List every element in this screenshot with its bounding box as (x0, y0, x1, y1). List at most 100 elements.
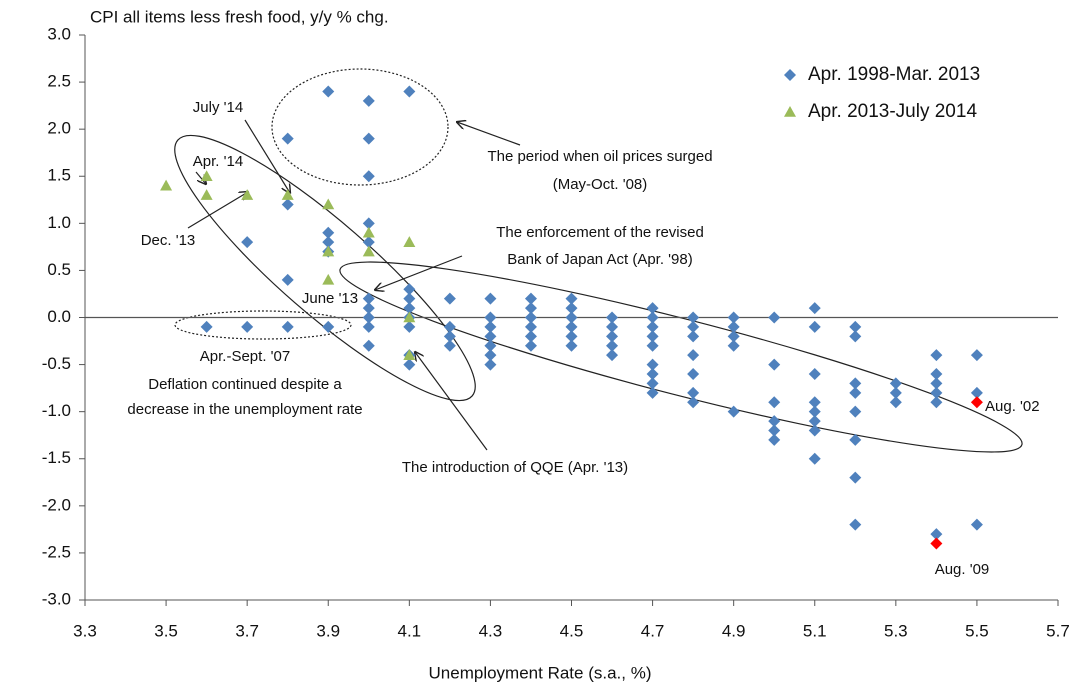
chart-title: CPI all items less fresh food, y/y % chg… (90, 7, 389, 26)
diamond-point (524, 311, 537, 324)
diamond-point (322, 320, 335, 333)
diamond-point (362, 320, 375, 333)
diamond-point (849, 320, 862, 333)
triangle-point (362, 245, 375, 257)
diamond-point (768, 311, 781, 324)
diamond-point (687, 386, 700, 399)
diamond-point (484, 311, 497, 324)
diamond-point (808, 396, 821, 409)
diamond-point (443, 339, 456, 352)
annotation: Aug. '09 (935, 561, 990, 578)
diamond-point (484, 292, 497, 305)
diamond-point (687, 311, 700, 324)
diamond-point (849, 405, 862, 418)
diamond-point (930, 349, 943, 362)
diamond-point (808, 452, 821, 465)
diamond-point (362, 170, 375, 183)
arrow (244, 119, 290, 193)
y-tick-label: 0.5 (47, 260, 71, 279)
legend-label: Apr. 2013-July 2014 (808, 101, 977, 122)
diamond-point (524, 339, 537, 352)
annotation: Deflation continued despite a (148, 376, 342, 393)
diamond-point (646, 311, 659, 324)
diamond-point (808, 424, 821, 437)
recent-ellipse (174, 134, 476, 402)
diamond-point (727, 311, 740, 324)
x-tick-label: 4.3 (479, 621, 503, 640)
diamond-point (930, 377, 943, 390)
diamond-point (727, 405, 740, 418)
arrow (187, 192, 248, 229)
triangle-point (322, 245, 335, 257)
diamond-point (565, 292, 578, 305)
diamond-point (565, 311, 578, 324)
x-tick-label: 4.5 (560, 621, 584, 640)
diamond-point (849, 377, 862, 390)
diamond-point (808, 368, 821, 380)
diamond-point (606, 339, 619, 352)
y-tick-label: -2.5 (42, 542, 71, 561)
annotation: The enforcement of the revised (496, 224, 704, 241)
diamond-point (606, 330, 619, 343)
diamond-point (646, 330, 659, 343)
diamond-point (889, 396, 902, 409)
diamond-point (484, 320, 497, 333)
y-tick-label: -2.0 (42, 495, 71, 514)
diamond-point (930, 368, 943, 380)
diamond-point (970, 349, 983, 362)
diamond-point (524, 292, 537, 305)
oil-ellipse (271, 68, 449, 186)
triangle-point (322, 273, 335, 285)
x-tick-label: 4.9 (722, 621, 746, 640)
diamond-point (403, 283, 416, 296)
diamond-point (849, 433, 862, 446)
diamond-point (849, 330, 862, 343)
x-tick-label: 3.3 (73, 621, 97, 640)
x-tick-label: 5.1 (803, 621, 827, 640)
diamond-point (687, 330, 700, 343)
diamond-point (784, 69, 796, 81)
diamond-point (646, 358, 659, 371)
diamond-point (524, 302, 537, 315)
diamond-point (930, 396, 943, 409)
diamond-point (565, 330, 578, 343)
triangle-point (403, 349, 416, 360)
arrow (415, 352, 488, 451)
y-tick-label: 0.0 (47, 307, 71, 326)
diamond-point (241, 236, 254, 249)
annotation: Apr. '14 (193, 153, 243, 170)
diamond-point (808, 415, 821, 428)
diamond-point (200, 320, 213, 333)
diamond-point (727, 320, 740, 333)
annotation: (May-Oct. '08) (553, 176, 648, 193)
y-tick-label: -1.0 (42, 401, 71, 420)
diamond-point (930, 386, 943, 399)
annotation: Dec. '13 (141, 232, 196, 249)
x-tick-label: 3.7 (235, 621, 259, 640)
diamond-point (281, 320, 294, 333)
diamond-point (322, 236, 335, 249)
arrow (375, 255, 463, 290)
diamond-point (768, 358, 781, 371)
annotation: The period when oil prices surged (487, 148, 712, 165)
diamond-point (362, 302, 375, 315)
y-tick-label: -3.0 (42, 589, 71, 608)
y-tick-label: 1.0 (47, 213, 71, 232)
legend-label: Apr. 1998-Mar. 2013 (808, 64, 980, 85)
y-tick-label: -1.5 (42, 448, 71, 467)
diamond-point (443, 330, 456, 343)
diamond-point (646, 320, 659, 333)
annotation: Apr.-Sept. '07 (200, 348, 290, 365)
x-axis-label: Unemployment Rate (s.a., %) (429, 663, 652, 682)
x-tick-label: 4.7 (641, 621, 665, 640)
diamond-point (362, 94, 375, 107)
x-tick-label: 5.5 (965, 621, 989, 640)
triangle-point (200, 189, 213, 200)
x-tick-label: 3.9 (316, 621, 340, 640)
x-tick-label: 3.5 (154, 621, 178, 640)
diamond-point (849, 518, 862, 531)
diamond-point (930, 528, 943, 541)
diamond-point (281, 273, 294, 286)
diamond-point (687, 368, 700, 380)
diamond-point (281, 132, 294, 145)
